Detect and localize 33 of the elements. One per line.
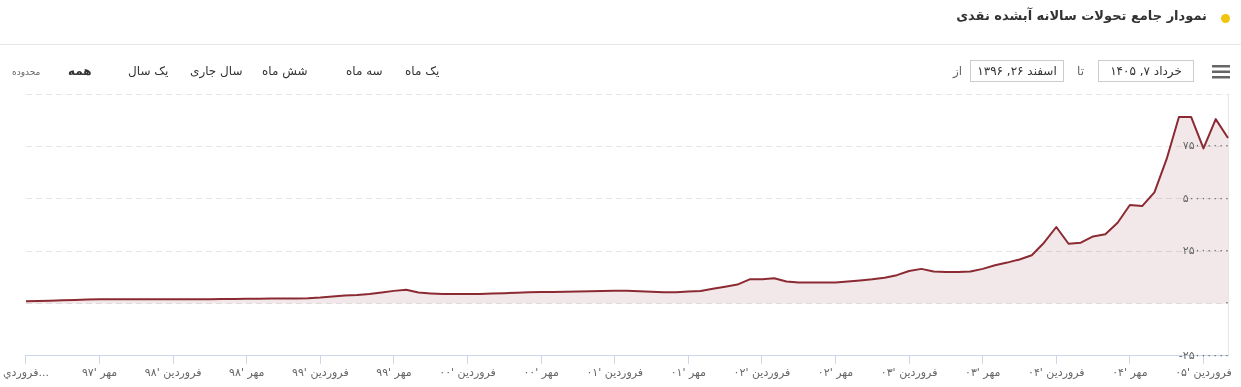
x-tick-label: مهر '۹۹ [376,366,412,380]
x-tick-label: مهر '۹۸ [229,366,265,380]
y-tick-label: ۰ [1224,296,1230,310]
x-tick-label: مهر '۰۳ [964,366,1001,380]
chart-title: نمودار جامع تحولات سالانه آبشده نقدی [956,8,1207,23]
text: سال جاری [190,64,243,78]
x-tick-label: مهر '۹۷ [81,366,118,380]
x-tick-label: فروردین '۹۸ [144,366,202,380]
y-tick-label: ۲۵۰۰۰۰۰۰ [1182,243,1230,257]
text: همه [68,64,92,78]
text: یک ماه [405,64,440,78]
x-tick-label: فروردین '۹۹ [292,366,349,380]
text: خرداد ۷, ۱۴۰۵ [1098,60,1194,82]
text: سه ماه [346,64,383,78]
x-tick-label: فروردین '۰۳ [880,366,938,380]
x-tick-label: مهر '۰۲ [817,366,854,380]
x-tick-label: فروردین '۰۴ [1027,366,1085,380]
text: محدوده [12,67,41,77]
x-tick-label: فروردین '۰۲ [733,366,791,380]
x-tick-label: مهر '۰۱ [670,366,707,380]
x-tick-label: فروردین '۰۱ [586,366,644,380]
y-tick-label: -۲۵۰۰۰۰۰۰ [1178,348,1230,362]
x-tick-label: فروردین '۰۰ [439,366,496,380]
x-tick-label: فروردین '۰۵ [1175,366,1232,380]
text: اسفند ۲۶, ۱۳۹۶ [970,60,1064,82]
x-tick-label: مهر '۰۴ [1112,366,1148,380]
x-tick-label: مهر '۰۰ [523,366,559,380]
y-tick-label: ۵۰۰۰۰۰۰۰ [1182,191,1230,205]
text: تا [1077,64,1084,78]
text: یک سال [128,64,169,78]
text: شش ماه [262,64,308,78]
x-tick-label: فروردي... [2,366,49,380]
text: از [953,64,963,78]
